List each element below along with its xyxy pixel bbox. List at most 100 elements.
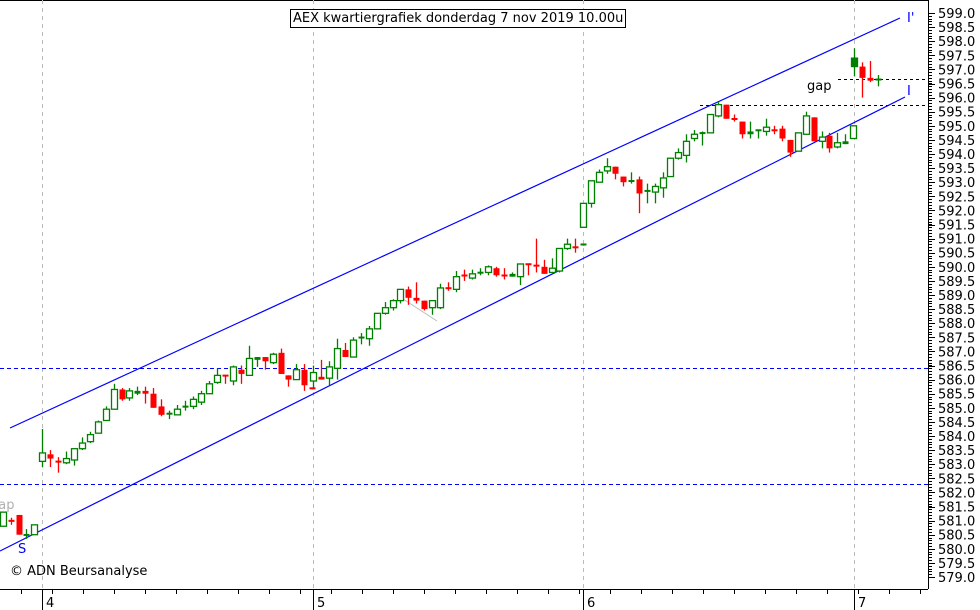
candle-body-down [493, 268, 500, 276]
candle-body-down [342, 349, 349, 358]
candle-body-down [405, 289, 412, 298]
copyright: © ADN Beursanalyse [10, 564, 148, 579]
candle-body-up [563, 243, 572, 250]
candle-body-up [516, 263, 525, 278]
y-tick-label: 586.5 [938, 360, 975, 375]
y-tick-label: 579.0 [938, 571, 975, 586]
candle-body-up [794, 132, 803, 152]
candle-body-up [254, 357, 261, 360]
candle-body-up [509, 273, 516, 277]
y-tick-label: 584.0 [938, 430, 975, 445]
candle-body-up [579, 202, 588, 228]
y-tick-label: 596.0 [938, 92, 975, 107]
candle-body-down [867, 77, 874, 81]
candle-body-down [142, 390, 149, 394]
candle-body-up [292, 369, 301, 381]
candle-body-up [603, 166, 612, 172]
candle-body-up [389, 299, 398, 309]
candle-body-down [413, 297, 420, 301]
y-tick-label: 588.5 [938, 303, 975, 318]
y-tick-label: 589.0 [938, 289, 975, 304]
candle-body-down [723, 104, 730, 119]
candle-body-up [436, 287, 445, 309]
candle-body-up [762, 126, 771, 133]
candle-body-up [555, 247, 564, 272]
candle-body-up [78, 442, 87, 450]
candle-body-up [38, 452, 47, 463]
candle-body-up [70, 448, 79, 461]
candle-body-up [197, 393, 206, 403]
candle-body-down [55, 460, 62, 463]
y-tick-label: 585.0 [938, 402, 975, 417]
candle-body-up [850, 57, 859, 68]
y-tick-label: 598.5 [938, 21, 975, 36]
candle-body-up [755, 129, 762, 132]
candle-body-up [213, 374, 222, 384]
candle-body-up [94, 421, 103, 434]
y-tick-label: 594.5 [938, 134, 975, 149]
gap-label: gap [807, 79, 832, 94]
candle-body-up [428, 299, 437, 309]
y-tick-label: 593.5 [938, 162, 975, 177]
candle-body-down [301, 369, 308, 386]
x-tick-label: 5 [317, 596, 325, 610]
candle-body-up [674, 151, 683, 159]
candle-body-down [421, 300, 428, 310]
y-tick-label: 599.0 [938, 7, 975, 22]
y-tick-label: 583.0 [938, 458, 975, 473]
y-tick-label: 592.5 [938, 190, 975, 205]
x-tick-label: 4 [46, 596, 54, 610]
candle-body-up [0, 511, 8, 527]
candle-body-up [659, 177, 668, 189]
candle-body-up [309, 371, 318, 382]
candle-body-up [651, 185, 660, 193]
candle-body-up [102, 408, 111, 422]
y-tick-label: 579.5 [938, 557, 975, 572]
candle-body-up [333, 347, 342, 369]
candle-body-up [875, 78, 882, 81]
candle-body-down [318, 376, 325, 380]
y-tick-label: 581.5 [938, 501, 975, 516]
candle-body-down [731, 118, 738, 120]
candle-body-up [205, 383, 214, 395]
candle-body-up [747, 131, 754, 135]
candle-body-up [849, 125, 858, 140]
candle-body-up [86, 433, 95, 443]
candle-body-up [833, 142, 842, 148]
chart-title: AEX kwartiergrafiek donderdag 7 nov 2019… [290, 9, 627, 28]
candle-body-up [134, 390, 141, 394]
candle-body-up [30, 524, 39, 536]
candle-body-down [859, 66, 866, 78]
upper-channel-label: I' [907, 11, 915, 26]
y-tick-label: 592.0 [938, 204, 975, 219]
y-tick-label: 580.5 [938, 529, 975, 544]
y-tick-label: 593.0 [938, 176, 975, 191]
candle-body-up [477, 271, 484, 274]
candle-body-down [739, 121, 746, 135]
y-tick-label: 595.5 [938, 106, 975, 121]
candle-body-down [771, 129, 778, 132]
y-tick-label: 583.5 [938, 444, 975, 459]
candle-body-up [269, 353, 278, 364]
x-tick-label: 6 [587, 596, 595, 610]
candle-body-down [119, 389, 126, 400]
candle-body-up [580, 243, 587, 246]
candle-body-down [525, 263, 532, 266]
candle-body-up [166, 412, 173, 415]
y-tick-label: 581.0 [938, 515, 975, 530]
candle-body-up [802, 115, 811, 135]
candle-body-up [373, 312, 382, 330]
support-label: S [18, 542, 27, 557]
candle-body-up [62, 457, 71, 464]
y-tick-label: 597.5 [938, 49, 975, 64]
x-tick-label: 7 [858, 596, 866, 610]
candle-body-up [125, 390, 134, 399]
candle-body-down [461, 274, 468, 277]
candle-body-down [262, 357, 269, 362]
candle-body-up [595, 171, 604, 183]
candle-body-up [699, 132, 706, 135]
candle-body-up [189, 398, 198, 408]
grey-trend-segment [399, 296, 438, 322]
candle-body-down [8, 519, 15, 522]
